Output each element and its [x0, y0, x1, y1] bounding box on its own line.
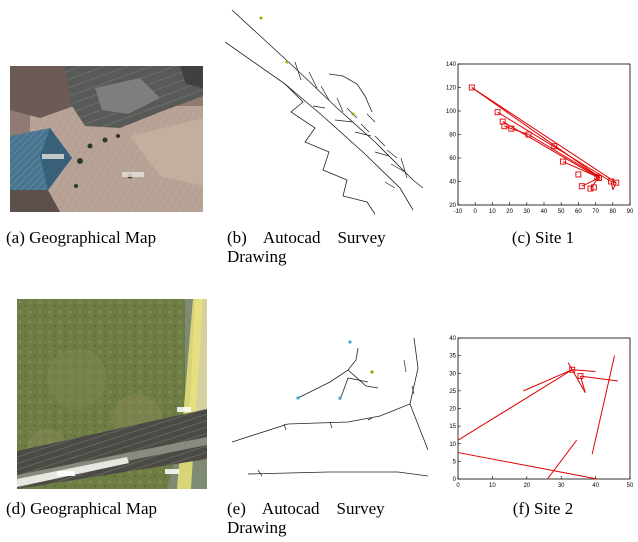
data-marker — [468, 84, 475, 91]
data-segment — [502, 121, 600, 179]
caption-b-line-1: (b) Autocad Survey — [227, 228, 386, 247]
y-tick-label: 15 — [449, 424, 456, 430]
x-tick-label: 50 — [558, 209, 565, 215]
x-tick-label: 30 — [558, 483, 565, 489]
data-marker — [578, 183, 585, 190]
data-segment — [562, 161, 598, 178]
y-tick-label: 10 — [449, 442, 456, 448]
caption-e: (e) Autocad Survey Drawing — [227, 499, 421, 537]
x-tick-label: 40 — [541, 209, 548, 215]
data-marker — [551, 143, 558, 150]
x-tick-label: 20 — [506, 209, 513, 215]
y-tick-label: 140 — [446, 62, 457, 68]
y-tick-label: 60 — [449, 156, 456, 162]
y-tick-label: 20 — [449, 203, 456, 209]
data-marker — [501, 123, 508, 130]
data-marker — [559, 158, 566, 165]
y-tick-label: 30 — [449, 371, 456, 377]
x-tick-label: 80 — [609, 209, 616, 215]
data-segment — [497, 111, 612, 182]
y-tick-label: 40 — [449, 180, 456, 186]
y-tick-label: 5 — [453, 459, 457, 465]
data-marker — [590, 184, 597, 191]
caption-a: (a) Geographical Map — [6, 228, 206, 247]
data-segment — [457, 369, 573, 441]
chart-site-1: -10 0 10 20 30 40 50 60 70 80 90 20 40 60 80 100 120 140 — [436, 60, 638, 220]
chart-site-2: 0 10 20 30 40 50 0 5 10 15 20 25 30 35 40 — [436, 334, 638, 494]
data-segment — [504, 125, 529, 135]
x-tick-label: 30 — [523, 209, 530, 215]
data-segment — [457, 452, 598, 480]
caption-e-line-2: Drawing — [227, 518, 287, 537]
y-tick-label: 80 — [449, 133, 456, 139]
x-tick-label: 0 — [474, 209, 478, 215]
data-marker — [587, 185, 594, 192]
aerial-photo-site-1 — [10, 66, 203, 212]
x-tick-label: 40 — [592, 483, 599, 489]
caption-b: (b) Autocad Survey Drawing — [227, 228, 421, 266]
data-marker — [575, 171, 582, 178]
aerial-photo-site-2 — [17, 299, 207, 489]
data-segment — [471, 87, 600, 178]
caption-e-line-1: (e) Autocad Survey — [227, 499, 385, 518]
data-marker — [525, 131, 532, 138]
caption-d: (d) Geographical Map — [6, 499, 206, 518]
data-marker — [494, 109, 501, 116]
autocad-drawing-site-2 — [228, 337, 429, 488]
y-tick-label: 120 — [446, 86, 457, 92]
data-segment — [591, 355, 616, 455]
data-marker — [613, 179, 620, 186]
data-segment — [572, 369, 596, 372]
y-tick-label: 100 — [446, 109, 457, 115]
data-marker — [508, 125, 515, 132]
caption-f: (f) Site 2 — [448, 499, 638, 518]
data-segment — [580, 375, 619, 382]
y-tick-label: 0 — [453, 477, 457, 483]
data-marker — [596, 175, 602, 181]
data-marker — [499, 118, 506, 125]
data-segment — [547, 439, 578, 480]
data-marker — [577, 373, 584, 380]
data-segment — [610, 181, 614, 190]
x-tick-label: 60 — [575, 209, 582, 215]
data-segment — [523, 369, 573, 392]
data-marker — [569, 366, 576, 373]
autocad-drawing-site-1 — [224, 2, 425, 215]
x-tick-label: 10 — [489, 483, 496, 489]
data-marker — [594, 173, 601, 180]
x-tick-label: 50 — [627, 483, 634, 489]
data-segment — [528, 134, 600, 178]
caption-d-text: (d) Geographical Map — [6, 499, 158, 518]
caption-c: (c) Site 1 — [448, 228, 638, 247]
data-segment — [471, 87, 617, 184]
x-tick-label: 10 — [489, 209, 496, 215]
y-tick-label: 35 — [449, 354, 456, 360]
x-tick-label: 0 — [456, 483, 460, 489]
data-segment — [612, 182, 617, 190]
y-tick-label: 25 — [449, 389, 456, 395]
caption-b-line-2: Drawing — [227, 247, 287, 266]
x-tick-label: 20 — [523, 483, 530, 489]
caption-f-text: (f) Site 2 — [512, 499, 574, 518]
caption-c-text: (c) Site 1 — [511, 228, 575, 247]
caption-a-text: (a) Geographical Map — [6, 228, 157, 247]
data-segment — [590, 176, 600, 189]
y-tick-label: 40 — [449, 336, 456, 342]
x-tick-label: 70 — [592, 209, 599, 215]
x-tick-label: 90 — [627, 209, 634, 215]
y-tick-label: 20 — [449, 407, 456, 413]
x-tick-label: -10 — [454, 209, 463, 215]
